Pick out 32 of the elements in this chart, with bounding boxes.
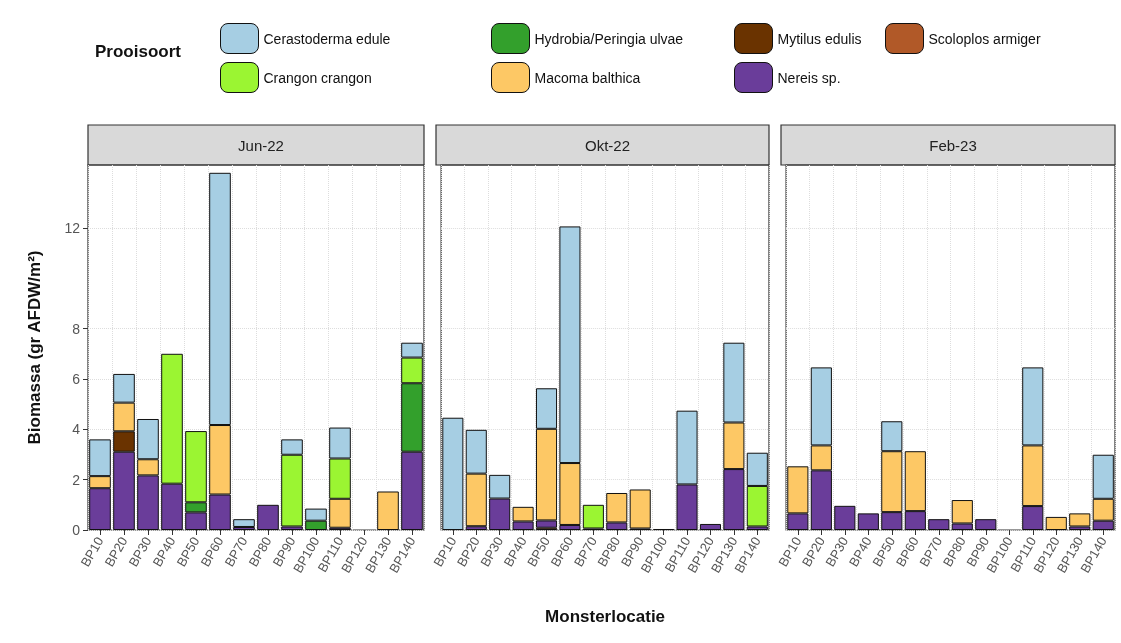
legend-label: Crangon crangon: [263, 69, 372, 86]
bar: [233, 519, 255, 527]
bar: [629, 489, 651, 529]
y-tick-label: 2: [72, 471, 81, 488]
legend-label: Scoloplos armiger: [928, 30, 1041, 47]
chart-title: Okt-22: [584, 137, 631, 154]
bar: [257, 504, 279, 530]
bar: [442, 417, 464, 530]
bar: [834, 505, 856, 530]
bar: [699, 523, 721, 530]
bar: [975, 519, 997, 530]
legend-label: Hydrobia/Peringia ulvae: [534, 30, 684, 47]
legend-label: Mytilus edulis: [777, 30, 862, 47]
bar: [377, 491, 399, 530]
chart-title: Jun-22: [238, 137, 284, 154]
bar: [1045, 516, 1067, 530]
y-tick-label: 0: [72, 522, 81, 538]
legend-label: Nereis sp.: [777, 69, 841, 86]
legend-label: Cerastoderma edule: [263, 30, 391, 47]
legend-label: Macoma balthica: [534, 69, 641, 86]
y-axis-title: Biomassa (gr AFDW/m²): [25, 250, 44, 445]
y-tick-label: 4: [72, 421, 81, 438]
bar: [857, 513, 879, 530]
bar: [582, 504, 604, 529]
y-tick-label: 6: [72, 370, 81, 387]
chart-title: Feb-23: [929, 137, 977, 154]
y-tick-label: 8: [72, 320, 81, 337]
bar: [928, 519, 950, 530]
bar: [1069, 513, 1091, 527]
y-tick-label: 12: [64, 219, 81, 236]
legend-title: Prooisoort: [95, 42, 182, 61]
x-axis-title: Monsterlocatie: [545, 607, 666, 626]
